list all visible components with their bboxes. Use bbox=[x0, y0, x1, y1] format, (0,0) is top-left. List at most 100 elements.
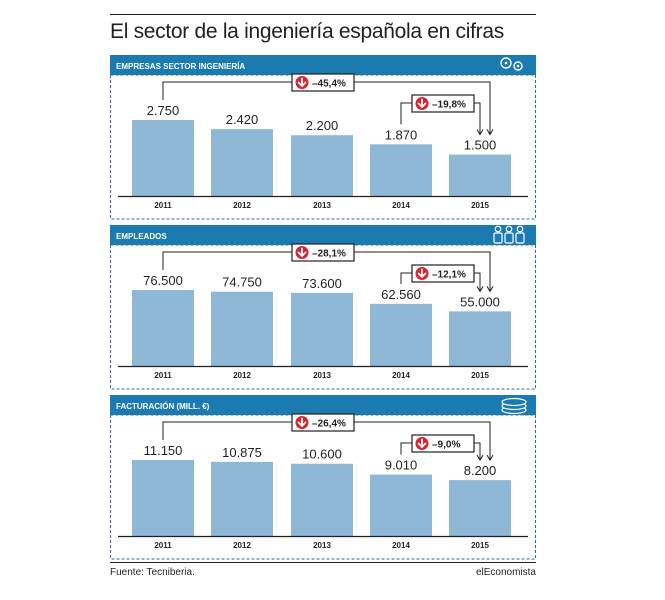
brand-label: elEconomista bbox=[475, 567, 536, 578]
connector-arrowhead bbox=[486, 129, 494, 136]
change-badge bbox=[411, 434, 475, 453]
data-label: 10.600 bbox=[302, 447, 342, 462]
change-badge-year: –19,8% bbox=[411, 94, 475, 113]
bar-2013 bbox=[291, 292, 353, 366]
arrow-glyph bbox=[417, 268, 427, 279]
bar-2012 bbox=[211, 461, 273, 536]
panel-header bbox=[110, 55, 536, 75]
bar-2012 bbox=[211, 291, 273, 366]
arrow-glyph bbox=[297, 77, 307, 88]
arrow-glyph bbox=[297, 417, 307, 428]
bar-2011 bbox=[132, 120, 194, 196]
gear-shape bbox=[513, 61, 523, 71]
person-body bbox=[515, 232, 525, 244]
bar-2013 bbox=[291, 135, 353, 196]
tick-label: 2013 bbox=[313, 201, 331, 210]
tick-label: 2011 bbox=[154, 541, 172, 550]
data-label: 1.870 bbox=[385, 127, 418, 142]
change-badge-total: –28,1% bbox=[291, 243, 355, 262]
change-badge bbox=[291, 73, 355, 92]
change-badge bbox=[291, 413, 355, 432]
bar-2012 bbox=[211, 129, 273, 196]
panel-title: EMPRESAS SECTOR INGENIERÍA bbox=[116, 62, 245, 71]
coins-icon bbox=[501, 397, 527, 415]
tick-label: 2014 bbox=[392, 201, 410, 210]
data-label: 11.150 bbox=[144, 443, 183, 458]
panel-header bbox=[110, 395, 536, 415]
data-label: 2.200 bbox=[306, 118, 339, 133]
person-body bbox=[493, 232, 503, 244]
data-label: 62.560 bbox=[381, 287, 421, 302]
tick-label: 2013 bbox=[313, 371, 331, 380]
connector-arrowhead bbox=[486, 286, 494, 293]
source-note: Fuente: Tecniberia. bbox=[110, 567, 195, 578]
tick-label: 2012 bbox=[233, 541, 251, 550]
tick-label: 2011 bbox=[154, 371, 172, 380]
gears-icon bbox=[500, 57, 523, 71]
tick-label: 2014 bbox=[392, 541, 410, 550]
coin-shape bbox=[501, 397, 527, 407]
bottom-rule bbox=[110, 562, 536, 563]
bar-2011 bbox=[132, 460, 194, 536]
bar-2015 bbox=[449, 154, 511, 196]
tick-label: 2011 bbox=[154, 201, 172, 210]
data-label: 2.420 bbox=[226, 112, 259, 127]
arrow-glyph bbox=[417, 438, 427, 449]
gear-hub bbox=[516, 64, 520, 68]
change-badge-total: –45,4% bbox=[291, 73, 355, 92]
top-rule bbox=[110, 14, 536, 15]
chart-panel-2: EMPLEADOS 76.500 2011 74.750 2012 73.600 2013 6… bbox=[110, 225, 536, 390]
data-label: 9.010 bbox=[385, 458, 418, 473]
change-badge bbox=[291, 243, 355, 262]
connector-arrowhead bbox=[476, 286, 484, 293]
arrow-glyph bbox=[417, 98, 427, 109]
change-badge-total: –26,4% bbox=[291, 413, 355, 432]
tick-label: 2015 bbox=[471, 541, 489, 550]
person-body bbox=[504, 232, 514, 244]
connector-arrowhead bbox=[476, 454, 484, 462]
change-badge-year: –12,1% bbox=[411, 264, 475, 283]
page-title: El sector de la ingeniería española en c… bbox=[110, 20, 504, 43]
chart-panel-1: EMPRESAS SECTOR INGENIERÍA 2.750 2011 2.420… bbox=[110, 55, 536, 220]
person-head bbox=[505, 225, 513, 233]
tick-label: 2015 bbox=[471, 201, 489, 210]
tick-label: 2014 bbox=[392, 371, 410, 380]
chart-panel-3: FACTURACIÓN (MILL. €) 11.150 2011 10.875 201… bbox=[110, 395, 536, 560]
change-label: –12,1% bbox=[432, 270, 466, 281]
tick-label: 2012 bbox=[233, 371, 251, 380]
change-badge-year: –9,0% bbox=[411, 434, 475, 453]
panel-header bbox=[110, 225, 536, 245]
arrow-glyph bbox=[297, 247, 307, 258]
change-badge bbox=[411, 264, 475, 283]
panel-title: FACTURACIÓN (MILL. €) bbox=[116, 402, 210, 411]
bar-2013 bbox=[291, 463, 353, 536]
change-label: –9,0% bbox=[432, 440, 460, 451]
bar-2011 bbox=[132, 290, 194, 366]
bar-2015 bbox=[449, 480, 511, 536]
tick-label: 2015 bbox=[471, 371, 489, 380]
data-label: 55.000 bbox=[460, 294, 500, 309]
tick-label: 2013 bbox=[313, 541, 331, 550]
gear-hub bbox=[504, 61, 508, 65]
change-label: –45,4% bbox=[312, 79, 346, 90]
change-label: –19,8% bbox=[432, 100, 466, 111]
people-icon bbox=[493, 225, 525, 244]
data-label: 8.200 bbox=[464, 463, 497, 478]
data-label: 76.500 bbox=[143, 273, 183, 288]
data-label: 10.875 bbox=[222, 445, 262, 460]
data-label: 74.750 bbox=[222, 275, 262, 290]
person-head bbox=[516, 225, 524, 233]
data-label: 2.750 bbox=[147, 103, 180, 118]
change-label: –28,1% bbox=[312, 249, 346, 260]
connector-arrowhead bbox=[486, 454, 494, 462]
bar-2015 bbox=[449, 311, 511, 366]
panel-title: EMPLEADOS bbox=[116, 232, 167, 241]
change-badge bbox=[411, 94, 475, 113]
person-head bbox=[494, 225, 502, 233]
data-label: 1.500 bbox=[464, 138, 497, 153]
bar-2014 bbox=[370, 303, 432, 366]
tick-label: 2012 bbox=[233, 201, 251, 210]
gear-shape bbox=[500, 57, 512, 69]
connector-arrowhead bbox=[476, 129, 484, 136]
